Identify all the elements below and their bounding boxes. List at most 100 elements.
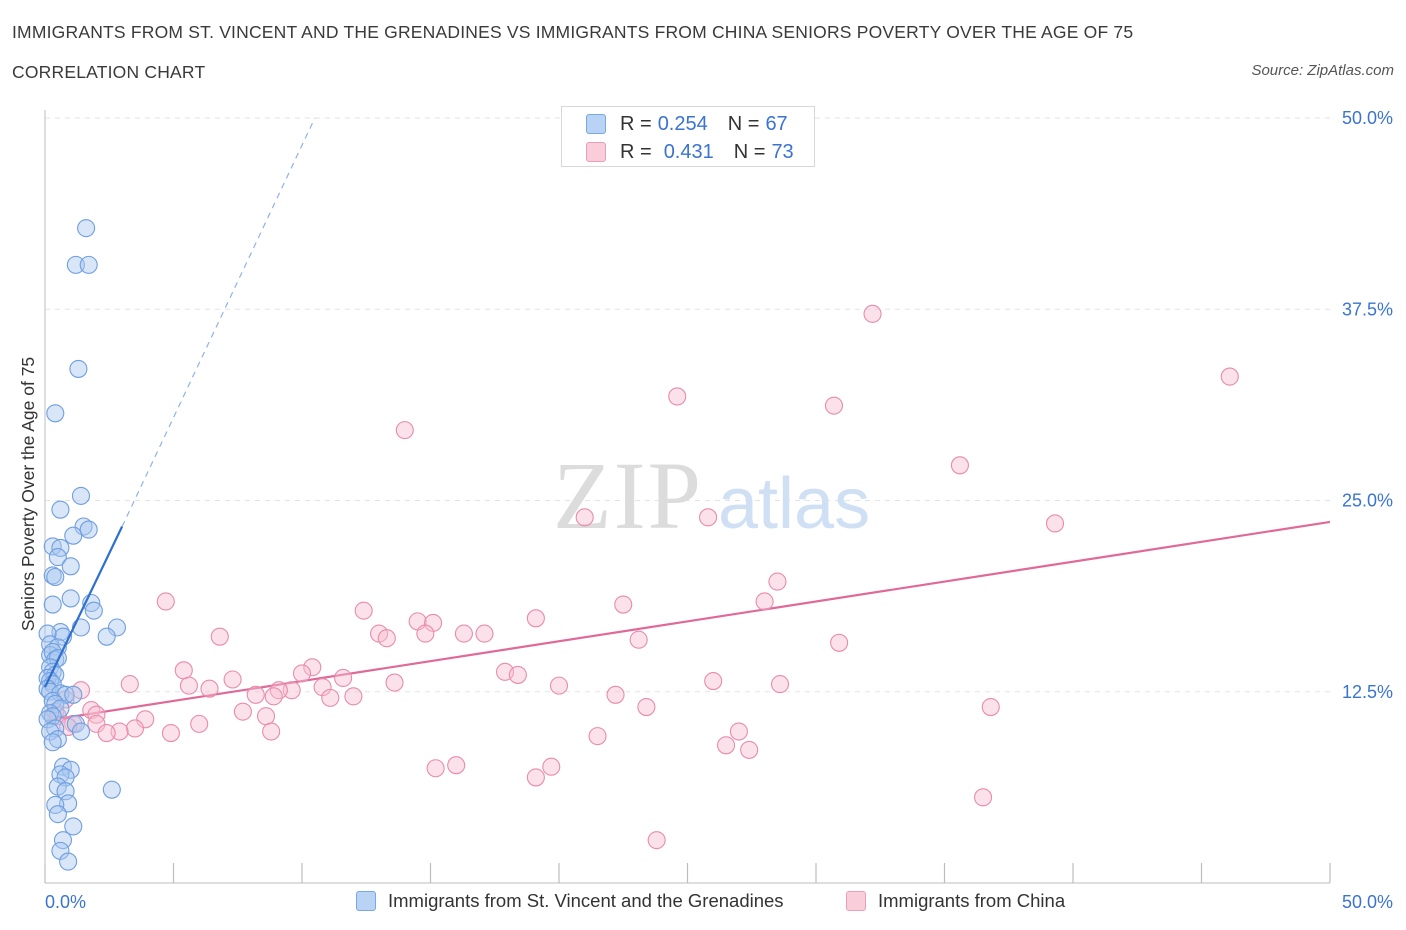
data-point-stvincent <box>64 685 83 704</box>
data-point-china <box>354 601 373 620</box>
data-point-stvincent <box>59 852 78 871</box>
data-point-china <box>416 624 435 643</box>
data-point-china <box>542 757 561 776</box>
data-point-china <box>549 676 569 695</box>
data-point-stvincent <box>48 548 67 567</box>
data-point-stvincent <box>48 730 67 749</box>
watermark-zip: ZIP <box>553 442 703 549</box>
data-point-stvincent <box>51 500 70 519</box>
n-value: 67 <box>765 112 788 135</box>
data-point-china <box>629 630 648 649</box>
data-point-china <box>223 670 242 689</box>
data-point-china <box>136 710 155 729</box>
data-point-china <box>729 722 748 741</box>
data-point-china <box>395 421 414 440</box>
data-point-stvincent <box>64 526 83 545</box>
data-point-china <box>377 629 396 648</box>
watermark-atlas: atlas <box>718 464 870 544</box>
x-tick-label: 0.0% <box>45 892 86 912</box>
data-point-china <box>614 595 633 614</box>
trend-line-stvincent <box>44 526 124 688</box>
n-value: 73 <box>771 140 794 163</box>
data-point-stvincent <box>97 627 116 646</box>
data-point-china <box>704 671 723 691</box>
data-point-stvincent <box>77 219 96 238</box>
data-point-china <box>426 759 445 778</box>
data-point-china <box>668 387 687 406</box>
data-point-stvincent <box>43 733 62 752</box>
data-point-china <box>292 664 312 683</box>
y-tick-label: 50.0% <box>1342 108 1393 128</box>
r-value: 0.254 <box>657 112 708 135</box>
data-point-china <box>385 673 404 692</box>
data-point-china <box>179 676 198 695</box>
data-point-china <box>637 697 656 717</box>
legend-swatch-pink <box>586 142 606 162</box>
data-point-china <box>190 714 209 733</box>
data-point-china <box>120 675 139 694</box>
r-label: R = <box>620 140 652 163</box>
data-point-stvincent <box>46 404 65 423</box>
chart-subtitle: CORRELATION CHART <box>12 62 206 82</box>
data-point-china <box>768 572 787 591</box>
data-point-stvincent <box>71 618 91 637</box>
data-point-china <box>447 756 466 775</box>
axes <box>44 110 1331 884</box>
data-point-stvincent <box>64 817 83 836</box>
data-point-china <box>526 609 545 628</box>
legend-swatch-blue <box>356 891 376 911</box>
data-point-stvincent <box>74 517 93 536</box>
data-point-china <box>282 681 301 700</box>
stats-row-stvincent: R = 0.254 N = 67 <box>586 112 788 136</box>
legend-item-stvincent[interactable]: Immigrants from St. Vincent and the Gren… <box>356 890 784 912</box>
data-point-stvincent <box>69 359 88 378</box>
legend-swatch-blue <box>586 114 606 134</box>
data-point-china <box>830 633 849 652</box>
trend-line-stvincent-extension <box>121 117 316 527</box>
data-point-china <box>454 624 473 643</box>
data-point-stvincent <box>71 722 91 741</box>
data-point-stvincent <box>46 719 65 738</box>
data-point-china <box>755 592 774 611</box>
data-point-china <box>770 675 790 694</box>
data-point-stvincent <box>43 595 62 614</box>
data-point-stvincent <box>38 624 57 643</box>
data-point-china <box>161 724 180 743</box>
legend-item-china[interactable]: Immigrants from China <box>846 890 1065 912</box>
data-point-china <box>575 508 594 527</box>
trend-lines <box>44 117 1331 722</box>
data-point-china <box>344 687 363 706</box>
r-label: R = <box>620 112 652 135</box>
data-point-china <box>740 740 759 759</box>
data-point-china <box>716 736 736 755</box>
data-point-china <box>588 727 607 746</box>
data-point-china <box>87 705 106 724</box>
y-tick-label: 12.5% <box>1342 682 1393 702</box>
legend-label: Immigrants from China <box>878 890 1066 911</box>
data-point-china <box>125 719 144 738</box>
legend-label: Immigrants from St. Vincent and the Gren… <box>388 890 784 911</box>
n-label: N = <box>727 112 760 135</box>
data-point-china <box>475 624 494 643</box>
watermark: ZIP atlas <box>553 442 870 549</box>
data-point-stvincent <box>71 486 91 505</box>
data-point-china <box>647 831 666 850</box>
x-tick-label: 50.0% <box>1342 892 1393 912</box>
data-point-stvincent <box>102 780 121 799</box>
data-point-china <box>233 702 252 721</box>
series-legend: Immigrants from St. Vincent and the Gren… <box>0 890 1406 914</box>
y-axis-label: Seniors Poverty Over the Age of 75 <box>18 357 38 631</box>
data-point-china <box>334 668 353 688</box>
data-point-china <box>526 768 545 787</box>
data-point-stvincent <box>79 255 98 274</box>
stats-row-china: R = 0.431 N = 73 <box>586 140 794 164</box>
data-point-china <box>973 788 993 807</box>
data-point-stvincent <box>79 520 98 539</box>
r-value: 0.431 <box>663 140 714 163</box>
data-point-stvincent <box>53 831 73 850</box>
source-note: Source: ZipAtlas.com <box>1251 62 1394 79</box>
data-point-stvincent <box>56 768 75 787</box>
legend-swatch-pink <box>846 891 866 911</box>
y-tick-label: 37.5% <box>1342 299 1393 319</box>
